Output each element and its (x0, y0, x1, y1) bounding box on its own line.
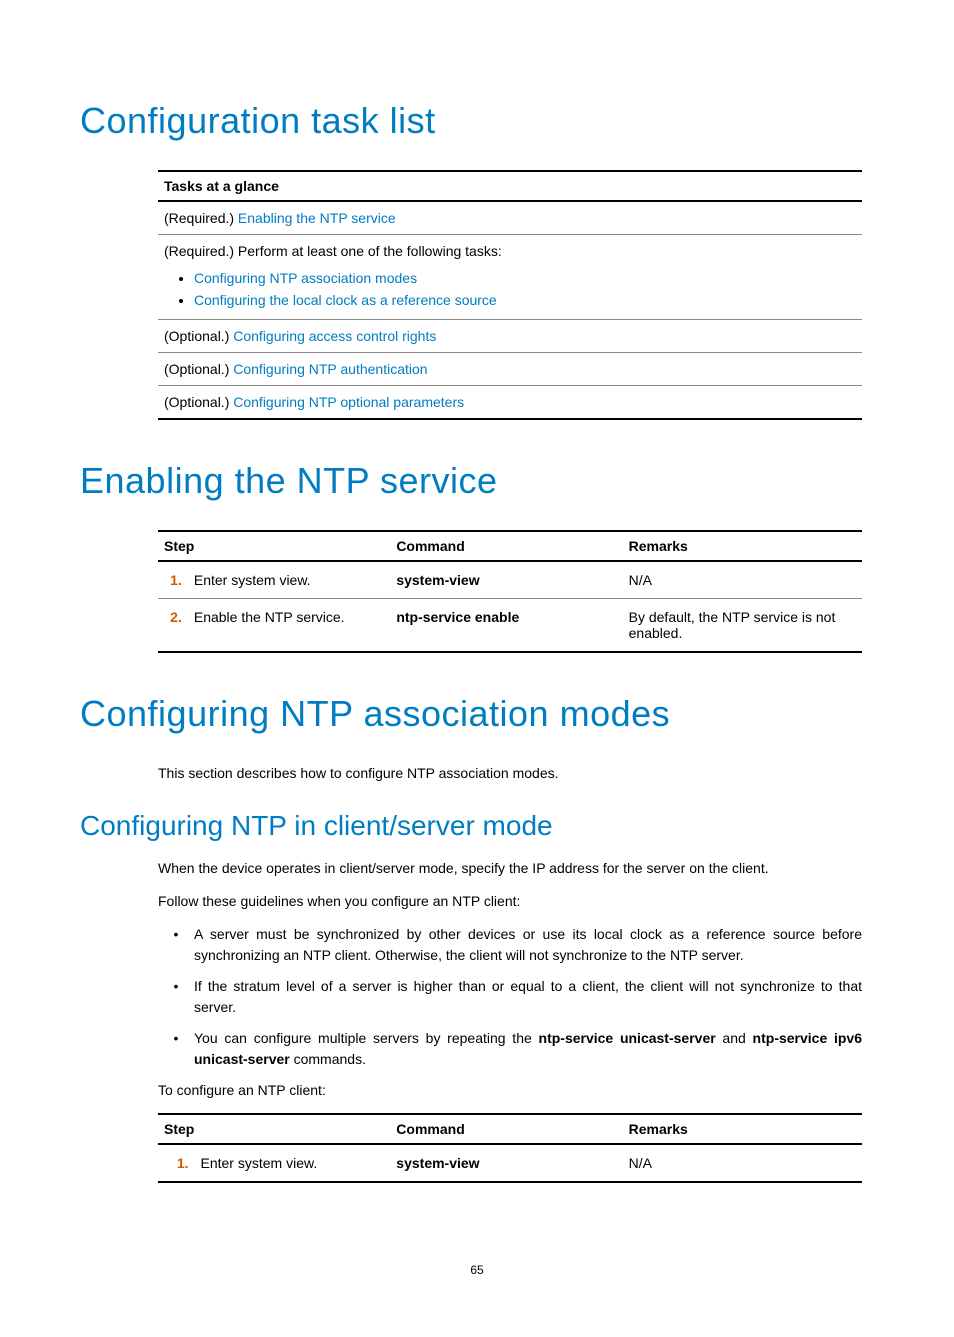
bullet-icon: • (158, 976, 194, 1018)
step-number: 1. (158, 1144, 195, 1182)
col-header-remarks: Remarks (623, 531, 862, 561)
p-client-server-2: Follow these guidelines when you configu… (158, 891, 862, 912)
task-row: (Optional.) Configuring NTP optional par… (158, 386, 862, 420)
col-header-step: Step (158, 531, 390, 561)
list-text-pre: You can configure multiple servers by re… (194, 1030, 539, 1046)
list-text-post: commands. (290, 1051, 366, 1067)
list-text-mid: and (716, 1030, 753, 1046)
task-prefix: (Optional.) (164, 328, 233, 344)
task-prefix: (Required.) (164, 210, 238, 226)
task-sublist: Configuring NTP association modes Config… (194, 267, 856, 311)
list-text: You can configure multiple servers by re… (194, 1028, 862, 1070)
subsection-title-client-server: Configuring NTP in client/server mode (80, 810, 874, 842)
step-number: 2. (158, 599, 188, 653)
table-row: 1. Enter system view. system-view N/A (158, 561, 862, 599)
task-row: (Required.) Enabling the NTP service (158, 202, 862, 235)
p-client-server-1: When the device operates in client/serve… (158, 858, 862, 879)
step-remarks: N/A (623, 561, 862, 599)
step-command: system-view (390, 1144, 622, 1182)
list-item: • A server must be synchronized by other… (158, 924, 862, 966)
table-row: 1. Enter system view. system-view N/A (158, 1144, 862, 1182)
section-title-assoc-modes: Configuring NTP association modes (80, 693, 874, 735)
task-link-local-clock[interactable]: Configuring the local clock as a referen… (194, 292, 497, 308)
task-subitem: Configuring the local clock as a referen… (194, 289, 856, 311)
p-client-server-3: To configure an NTP client: (158, 1080, 862, 1101)
enable-ntp-steps: Step Command Remarks 1. Enter system vie… (158, 530, 862, 653)
task-link-ntp-auth[interactable]: Configuring NTP authentication (233, 361, 427, 377)
list-text: If the stratum level of a server is high… (194, 976, 862, 1018)
list-text-bold1: ntp-service unicast-server (539, 1030, 716, 1046)
task-row: (Optional.) Configuring NTP authenticati… (158, 353, 862, 386)
step-desc: Enable the NTP service. (188, 599, 390, 653)
section-title-enabling-ntp: Enabling the NTP service (80, 460, 874, 502)
col-header-command: Command (390, 531, 622, 561)
task-row: (Required.) Perform at least one of the … (158, 235, 862, 320)
section-title-config-task-list: Configuration task list (80, 100, 874, 142)
guidelines-list: • A server must be synchronized by other… (158, 924, 862, 1070)
table-row: 2. Enable the NTP service. ntp-service e… (158, 599, 862, 653)
task-prefix: (Required.) Perform at least one of the … (164, 243, 856, 259)
step-remarks: By default, the NTP service is not enabl… (623, 599, 862, 653)
task-row: (Optional.) Configuring access control r… (158, 320, 862, 353)
steps-table: Step Command Remarks 1. Enter system vie… (158, 530, 862, 653)
section3-intro: This section describes how to configure … (158, 763, 862, 784)
list-item: • If the stratum level of a server is hi… (158, 976, 862, 1018)
bullet-icon: • (158, 1028, 194, 1070)
col-header-step: Step (158, 1114, 390, 1144)
task-link-assoc-modes[interactable]: Configuring NTP association modes (194, 270, 417, 286)
task-link-ntp-optional[interactable]: Configuring NTP optional parameters (233, 394, 464, 410)
step-remarks: N/A (623, 1144, 862, 1182)
step-command: ntp-service enable (390, 599, 622, 653)
col-header-remarks: Remarks (623, 1114, 862, 1144)
step-command: system-view (390, 561, 622, 599)
bullet-icon: • (158, 924, 194, 966)
task-prefix: (Optional.) (164, 394, 233, 410)
list-text: A server must be synchronized by other d… (194, 924, 862, 966)
step-desc: Enter system view. (188, 561, 390, 599)
task-link-enabling-ntp[interactable]: Enabling the NTP service (238, 210, 396, 226)
tasks-header: Tasks at a glance (158, 170, 862, 202)
page-number: 65 (80, 1263, 874, 1277)
client-server-steps: Step Command Remarks 1. Enter system vie… (158, 1113, 862, 1183)
tasks-at-a-glance-table: Tasks at a glance (Required.) Enabling t… (158, 170, 862, 420)
task-subitem: Configuring NTP association modes (194, 267, 856, 289)
list-item: • You can configure multiple servers by … (158, 1028, 862, 1070)
step-number: 1. (158, 561, 188, 599)
task-link-access-control[interactable]: Configuring access control rights (233, 328, 436, 344)
col-header-command: Command (390, 1114, 622, 1144)
task-prefix: (Optional.) (164, 361, 233, 377)
steps-table: Step Command Remarks 1. Enter system vie… (158, 1113, 862, 1183)
step-desc: Enter system view. (195, 1144, 391, 1182)
